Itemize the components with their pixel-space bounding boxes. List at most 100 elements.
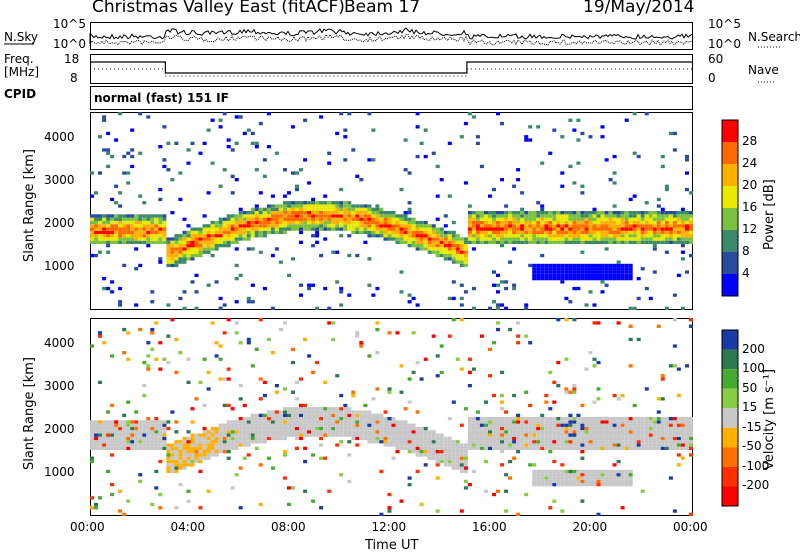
heatmap-cell [254, 413, 259, 417]
heatmap-cell [254, 217, 259, 221]
heatmap-cell [656, 420, 661, 424]
heatmap-cell [162, 436, 167, 441]
heatmap-cell [592, 430, 597, 434]
heatmap-cell [568, 263, 573, 268]
heatmap-cell [451, 230, 456, 235]
heatmap-cell [134, 410, 139, 414]
heatmap-cell [504, 509, 509, 513]
heatmap-cell [492, 426, 496, 431]
heatmap-cell [166, 459, 171, 464]
heatmap-cell [648, 296, 653, 301]
heatmap-cell [596, 270, 601, 274]
heatmap-cell [162, 227, 167, 231]
heatmap-cell [656, 433, 661, 437]
heatmap-cell [122, 426, 127, 431]
heatmap-cell [652, 214, 657, 218]
heatmap-cell [190, 459, 195, 464]
heatmap-cell [407, 217, 412, 221]
heatmap-cell [504, 237, 509, 241]
heatmap-cell [190, 257, 195, 261]
heatmap-cell [592, 364, 597, 368]
heatmap-cell [371, 211, 376, 215]
heatmap-cell [656, 211, 661, 215]
heatmap-cell [319, 211, 324, 215]
heatmap-cell [664, 440, 669, 444]
heatmap-cell [250, 364, 255, 368]
heatmap-cell [106, 469, 111, 474]
heatmap-cell [174, 463, 179, 467]
heatmap-cell [500, 227, 504, 231]
heatmap-cell [335, 227, 340, 231]
heatmap-cell [576, 267, 581, 271]
heatmap-cell [620, 227, 625, 231]
heatmap-cell [190, 227, 195, 231]
heatmap-cell [475, 211, 480, 215]
heatmap-cell [315, 423, 320, 427]
heatmap-cell [371, 440, 376, 444]
heatmap-cell [391, 420, 396, 424]
heatmap-cell [327, 207, 332, 211]
heatmap-cell [616, 443, 621, 447]
heatmap-cell [580, 483, 585, 487]
heatmap-cell [242, 430, 247, 434]
heatmap-cell [403, 423, 408, 427]
heatmap-cell [620, 220, 625, 225]
heatmap-cell [387, 506, 392, 510]
heatmap-cell [154, 240, 159, 244]
heatmap-cell [299, 436, 303, 441]
heatmap-cell [367, 283, 372, 287]
heatmap-cell [608, 240, 613, 244]
heatmap-cell [182, 450, 187, 454]
heatmap-cell [423, 224, 428, 228]
heatmap-cell [588, 473, 593, 477]
heatmap-cell [226, 237, 231, 241]
power-colorbar-swatch [722, 142, 738, 164]
heatmap-cell [391, 423, 396, 427]
heatmap-cell [431, 436, 436, 441]
heatmap-cell [548, 270, 553, 274]
heatmap-cell [584, 417, 589, 421]
heatmap-cell [274, 214, 279, 218]
heatmap-cell [150, 420, 155, 424]
heatmap-cell [492, 440, 496, 444]
heatmap-cell [110, 420, 115, 424]
heatmap-cell [351, 224, 356, 228]
heatmap-cell [676, 420, 681, 424]
heatmap-cell [222, 331, 227, 335]
heatmap-cell [371, 423, 376, 427]
heatmap-cell [588, 263, 593, 268]
heatmap-cell [391, 433, 396, 437]
heatmap-cell [592, 417, 597, 421]
heatmap-cell [178, 351, 183, 355]
heatmap-cell [572, 440, 577, 444]
heatmap-cell [512, 220, 517, 225]
heatmap-cell [500, 121, 504, 126]
heatmap-cell [685, 171, 689, 175]
heatmap-cell [463, 121, 468, 126]
heatmap-cell [415, 227, 420, 231]
heatmap-cell [194, 446, 199, 450]
heatmap-cell [423, 430, 428, 434]
heatmap-cell [564, 387, 569, 391]
heatmap-cell [246, 430, 251, 434]
velocity-colorbar-tick: -50 [742, 439, 762, 454]
heatmap-cell [367, 234, 372, 238]
heatmap-cell [652, 234, 657, 238]
heatmap-cell [435, 194, 440, 198]
power-colorbar-tick: 16 [742, 200, 758, 214]
heatmap-cell [379, 224, 384, 228]
heatmap-cell [676, 453, 681, 457]
heatmap-cell [295, 204, 299, 208]
heatmap-cell [443, 446, 448, 450]
heatmap-cell [451, 456, 456, 460]
heatmap-cell [528, 426, 533, 431]
heatmap-cell [568, 446, 573, 450]
heatmap-cell [459, 240, 464, 244]
heatmap-cell [182, 436, 187, 441]
heatmap-cell [303, 407, 308, 411]
velocity-colorbar-border [721, 329, 739, 507]
heatmap-cell [138, 443, 143, 447]
heatmap-cell [254, 234, 259, 238]
heatmap-cell [110, 433, 115, 437]
heatmap-cell [98, 430, 102, 434]
